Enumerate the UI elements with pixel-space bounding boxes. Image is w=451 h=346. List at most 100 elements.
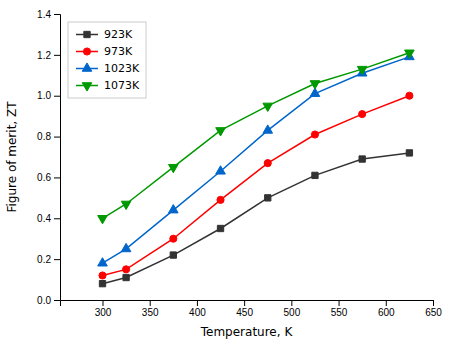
x-axis-tick-label: 600	[378, 307, 395, 318]
series-marker	[169, 205, 179, 213]
series-marker	[217, 196, 224, 203]
legend-label: 923K	[104, 28, 133, 41]
x-axis-tick: 650	[425, 300, 442, 318]
legend-label: 1073K	[104, 79, 140, 92]
x-axis-tick-label: 400	[189, 307, 206, 318]
y-axis-tick-label: 1.4	[37, 9, 51, 20]
x-axis-tick-label: 450	[236, 307, 253, 318]
series	[99, 150, 412, 287]
y-axis-tick: 0.2	[37, 254, 60, 265]
series-line	[102, 53, 409, 218]
y-axis-tick: 1.4	[37, 9, 60, 20]
y-axis: 0.0 0.2 0.4 0.6 0.8 1.0 1.2 1.4	[37, 9, 60, 306]
x-axis-tick-mark	[197, 300, 198, 306]
series-marker	[121, 201, 131, 209]
y-axis-line	[54, 15, 61, 301]
y-axis-tick: 1.2	[37, 50, 60, 61]
x-axis-tick-mark	[150, 300, 151, 306]
y-axis-tick-label: 1.0	[37, 90, 51, 101]
y-axis-tick-mark	[54, 300, 60, 301]
x-axis-tick: 550	[331, 300, 348, 318]
x-axis-tick: 600	[378, 300, 395, 318]
y-axis-tick: 0.6	[37, 172, 60, 183]
series-marker	[263, 103, 273, 111]
y-axis-tick-mark	[54, 14, 60, 15]
series-marker	[406, 92, 413, 99]
y-axis-tick-mark	[54, 259, 60, 260]
series-line	[102, 57, 409, 263]
y-axis-tick: 0.4	[37, 213, 60, 224]
series	[99, 92, 413, 279]
series-marker	[216, 166, 226, 174]
legend-swatch-marker	[82, 63, 92, 71]
series-marker	[405, 50, 415, 58]
legend-swatch-marker	[84, 31, 90, 37]
y-axis-tick-label: 0.0	[37, 295, 51, 306]
series-marker	[312, 172, 318, 178]
y-axis-tick-label: 0.8	[37, 131, 51, 142]
y-axis-tick-mark	[54, 55, 60, 56]
y-axis-tick: 0.8	[37, 131, 60, 142]
x-axis-tick-mark	[433, 300, 434, 306]
y-axis-tick-label: 0.2	[37, 254, 51, 265]
x-axis-title: Temperature, K	[200, 325, 294, 339]
series-marker	[121, 243, 131, 251]
x-axis-tick-label: 300	[95, 307, 112, 318]
series-marker	[357, 66, 367, 74]
x-axis: 300 350 400 450 500 550 600 650	[61, 300, 443, 318]
x-axis-tick-label: 350	[142, 307, 159, 318]
series-marker	[263, 125, 273, 133]
legend-item: 973K	[76, 45, 133, 58]
series-marker	[310, 81, 320, 89]
x-axis-tick: 300	[95, 300, 112, 318]
series-marker	[217, 225, 223, 231]
x-axis-tick-label: 550	[331, 307, 348, 318]
x-axis-tick-mark	[291, 300, 292, 306]
series-marker	[99, 272, 106, 279]
x-axis-line	[61, 301, 434, 307]
series-marker	[98, 216, 108, 224]
series-marker	[123, 274, 129, 280]
series-marker	[264, 160, 271, 167]
x-axis-tick-mark	[339, 300, 340, 306]
series-marker	[123, 266, 130, 273]
chart: 300 350 400 450 500 550 600 650 0.0 0.2 0.4 0.6 0.8 1…	[0, 0, 451, 346]
legend-label: 973K	[104, 45, 133, 58]
x-axis-tick-mark	[102, 300, 103, 306]
legend-item: 1023K	[76, 62, 140, 75]
legend-frame	[68, 22, 146, 98]
series-marker	[406, 150, 412, 156]
series-marker	[359, 111, 366, 118]
x-axis-tick: 350	[142, 300, 159, 318]
x-axis-tick-mark	[386, 300, 387, 306]
series-marker	[311, 131, 318, 138]
y-axis-tick-mark	[54, 137, 60, 138]
y-axis-tick-mark	[54, 218, 60, 219]
y-axis-tick-label: 0.6	[37, 172, 51, 183]
series-marker	[98, 258, 108, 266]
x-axis-tick: 450	[236, 300, 253, 318]
series-marker	[169, 164, 179, 172]
y-axis-tick: 1.0	[37, 90, 60, 101]
y-axis-tick-label: 1.2	[37, 50, 51, 61]
x-axis-tick: 500	[284, 300, 301, 318]
legend-swatch-marker	[82, 83, 92, 91]
x-axis-tick: 400	[189, 300, 206, 318]
legend-item: 923K	[76, 28, 133, 41]
legend-label: 1023K	[104, 62, 140, 75]
legend-item: 1073K	[76, 79, 140, 92]
y-axis-tick-mark	[54, 96, 60, 97]
legend-swatch-marker	[83, 48, 90, 55]
series-marker	[265, 195, 271, 201]
plot: 300 350 400 450 500 550 600 650 0.0 0.2 0.4 0.6 0.8 1…	[5, 9, 442, 339]
series-marker	[216, 128, 226, 136]
y-axis-tick-label: 0.4	[37, 213, 51, 224]
series-marker	[99, 280, 105, 286]
series-marker	[359, 156, 365, 162]
series-marker	[170, 235, 177, 242]
legend: 923K 973K 1023K 1073K	[68, 22, 146, 98]
x-axis-tick-mark	[244, 300, 245, 306]
y-axis-tick: 0.0	[37, 295, 60, 306]
y-axis-title: Figure of merit, ZT	[5, 101, 19, 213]
series-marker	[170, 252, 176, 258]
